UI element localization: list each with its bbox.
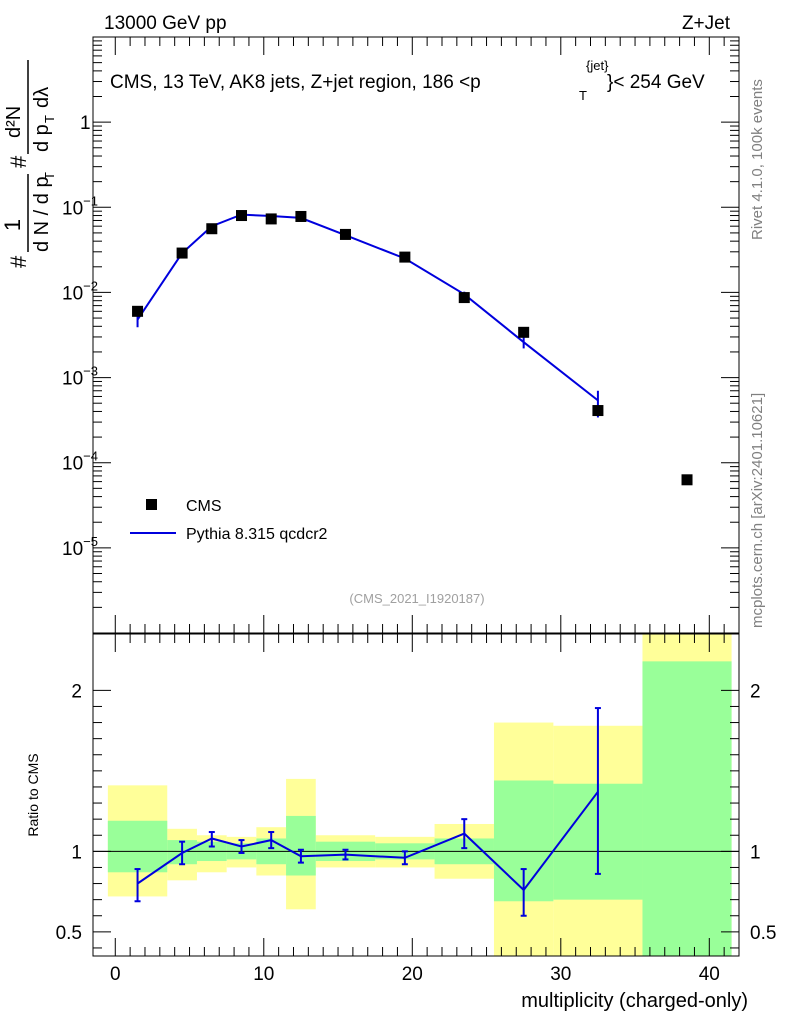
cms-data-point — [399, 251, 411, 263]
main-ytick-label: 1 — [80, 113, 91, 134]
ylabel-dlambda: dλ — [31, 87, 53, 108]
ratio-xtick-label: 30 — [550, 964, 571, 985]
ratio-xtick-label: 10 — [253, 964, 274, 985]
main-frame — [92, 36, 740, 634]
legend-marker-cms — [146, 499, 157, 510]
title-main: CMS, 13 TeV, AK8 jets, Z+jet region, 186… — [110, 72, 481, 93]
ratio-ytick-label-right: 1 — [750, 842, 761, 863]
ratio-xtick-label: 20 — [402, 964, 423, 985]
cms-data-point — [518, 326, 530, 338]
ratio-ytick-label: 0.5 — [56, 923, 82, 944]
x-axis-label: multiplicity (charged-only) — [521, 990, 748, 1012]
cms-data-point — [458, 292, 470, 304]
ratio-bands — [107, 634, 732, 956]
legend: CMS Pythia 8.315 qcdcr2 — [130, 498, 328, 543]
ratio-ytick-label-right: 0.5 — [750, 923, 776, 944]
ylabel-den: d N / d p — [31, 176, 53, 252]
ratio-ytick-label: 2 — [71, 681, 82, 702]
cms-data-point — [132, 305, 144, 317]
cms-data-point — [265, 213, 277, 225]
ratio-pythia-line — [137, 791, 599, 892]
ratio-band-inner — [107, 820, 168, 873]
ratio-panel: 0.5 0.51 12 20 10 20 30 40 Ratio to CMS multipl… — [25, 633, 776, 1012]
ratio-ytick-label: 1 — [71, 842, 82, 863]
main-panel: 10−5 10−4 10−3 10−2 10−1 1 CMS, 13 TeV, AK8 j… — [0, 36, 740, 634]
main-ytick-label: 10−4 — [62, 449, 98, 475]
cms-data-point — [339, 228, 351, 240]
main-ytick-label: 10−2 — [62, 278, 98, 304]
cms-data-point — [295, 210, 307, 222]
title-tail: }< 254 GeV — [607, 72, 705, 93]
ratio-series — [134, 707, 601, 917]
title-sub: T — [579, 88, 587, 103]
cms-data-point — [592, 405, 604, 417]
ylabel-dpt: d p — [31, 124, 53, 152]
legend-label-pythia: Pythia 8.315 qcdcr2 — [186, 526, 328, 543]
ylabel-hash-2: # — [6, 155, 31, 168]
main-series — [132, 210, 693, 486]
plot-title: CMS, 13 TeV, AK8 jets, Z+jet region, 186… — [110, 58, 705, 103]
ratio-band-inner — [642, 661, 732, 956]
ratio-xtick-label: 0 — [110, 964, 121, 985]
ratio-band-inner — [286, 815, 316, 876]
ylabel-dpt-sub: T — [42, 115, 57, 123]
cms-data-point — [206, 223, 218, 235]
ratio-xtick-label: 40 — [699, 964, 720, 985]
ratio-axes: 0.5 0.51 12 20 10 20 30 40 — [56, 634, 776, 985]
ylabel-den-sub: T — [42, 172, 57, 180]
ratio-ylabel: Ratio to CMS — [25, 753, 41, 836]
title-sup: {jet} — [586, 58, 609, 73]
header-left: 13000 GeV pp — [104, 13, 227, 34]
ylabel-d2n: d²N — [3, 106, 25, 138]
analysis-watermark: (CMS_2021_I1920187) — [349, 591, 484, 606]
main-ytick-label: 10−3 — [62, 364, 98, 390]
rivet-version-label: Rivet 4.1.0, 100k events — [749, 79, 766, 240]
cms-data-point — [681, 474, 693, 486]
cms-data-point — [236, 210, 248, 222]
legend-label-cms: CMS — [186, 498, 222, 515]
main-ytick-label: 10−5 — [62, 534, 98, 560]
main-ylabel: # 1 d N / d p T # d²N d p T dλ — [0, 60, 57, 268]
main-ytick-label: 10−1 — [62, 193, 98, 219]
ratio-ytick-label-right: 2 — [750, 681, 761, 702]
mcplots-label: mcplots.cern.ch [arXiv:2401.10621] — [749, 393, 766, 628]
main-axes: 10−5 10−4 10−3 10−2 10−1 1 — [62, 37, 739, 633]
ylabel-hash-1: # — [6, 255, 31, 268]
header-right: Z+Jet — [682, 13, 731, 34]
ylabel-num: 1 — [0, 219, 25, 231]
pythia-line — [136, 213, 599, 402]
cms-data-point — [176, 247, 188, 259]
ratio-frame — [92, 633, 740, 957]
